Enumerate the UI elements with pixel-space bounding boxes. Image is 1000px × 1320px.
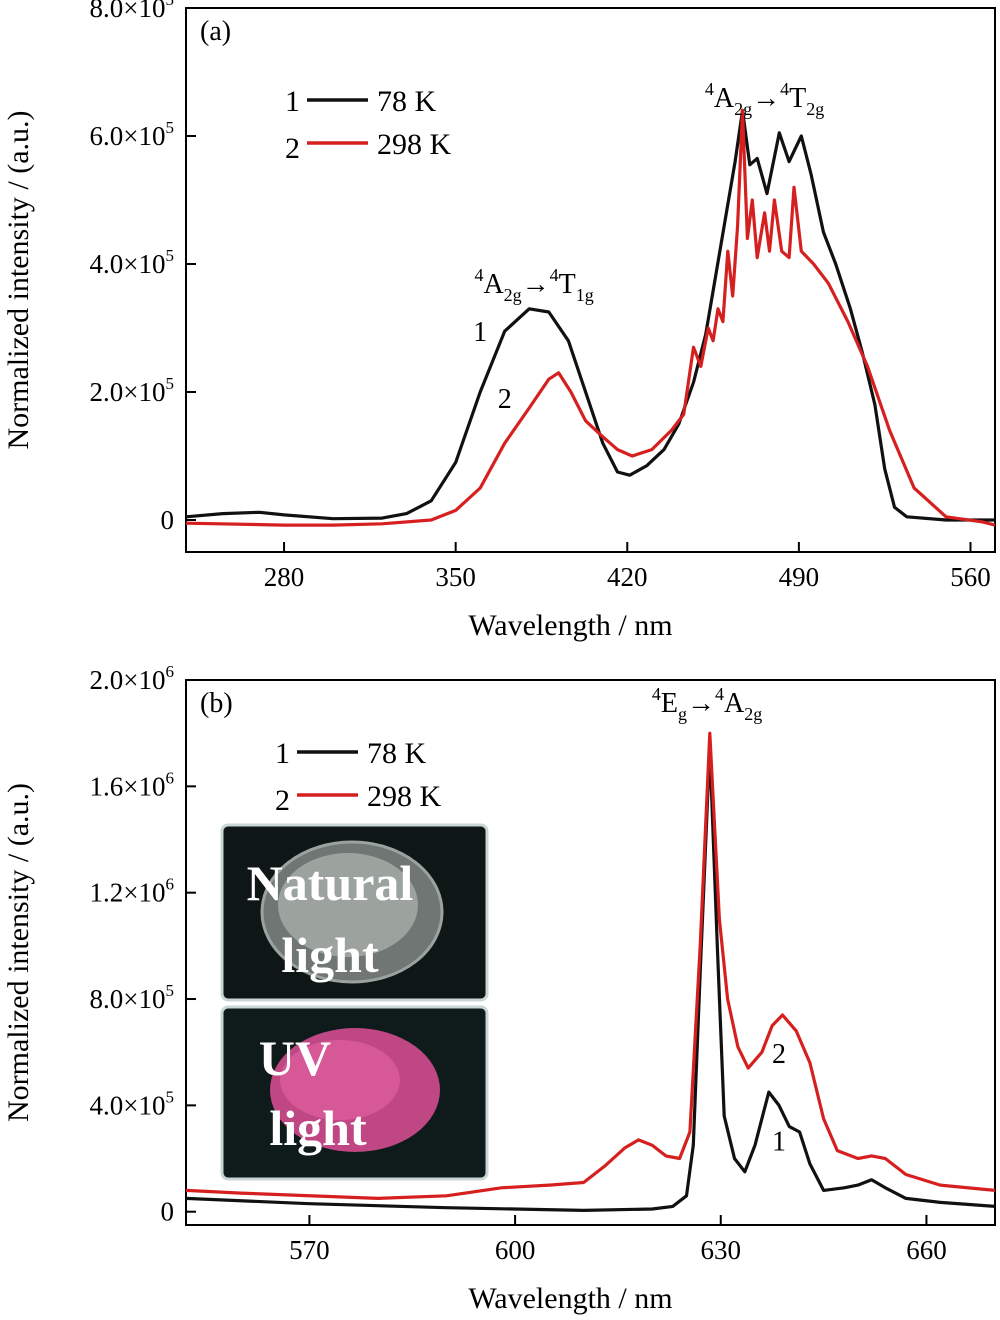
x-tick-label: 570 — [289, 1235, 330, 1265]
legend-number: 1 — [275, 737, 290, 770]
x-tick-label: 350 — [435, 562, 476, 592]
y-tick-label: 0 — [161, 505, 175, 535]
y-tick-label: 6.0×105 — [90, 118, 174, 151]
annotation: 1 — [772, 1127, 786, 1158]
x-axis-label: Wavelength / nm — [468, 609, 672, 642]
panel-b: 570 600 630 660 0 4.0×105 8.0×105 1.2×106 1.6×10… — [2, 662, 996, 1315]
y-tick-label: 1.2×106 — [90, 875, 174, 908]
annotation: 2 — [498, 384, 512, 415]
y-tick-label: 2.0×105 — [90, 374, 174, 407]
y-tick-label: 1.6×106 — [90, 768, 174, 801]
annotation: 4A2g​→4T1g​ — [474, 265, 593, 305]
y-tick-label: 8.0×105 — [90, 0, 174, 23]
plot-frame — [185, 679, 996, 1226]
y-axis-label: Normalized intensity / (a.u.) — [2, 783, 35, 1122]
y-tick-label: 2.0×106 — [90, 662, 174, 695]
legend-label: 78 K — [377, 85, 437, 118]
legend-number: 2 — [285, 132, 300, 165]
uv-label-line2: light — [269, 1100, 367, 1156]
y-tick-label: 4.0×105 — [90, 246, 174, 279]
panel-label: (b) — [200, 688, 233, 719]
legend-label: 78 K — [367, 737, 427, 770]
x-tick-label: 420 — [607, 562, 648, 592]
annotation: 1 — [473, 317, 487, 348]
x-tick-label: 560 — [950, 562, 991, 592]
y-tick-label: 0 — [161, 1197, 175, 1227]
inset-photos: Natural light UV light — [220, 823, 489, 1181]
annotation: 4Eg​→4A2g​ — [652, 684, 762, 724]
x-tick-label: 490 — [779, 562, 820, 592]
legend-label: 298 K — [377, 128, 452, 161]
series-line-1 — [186, 108, 995, 522]
x-axis-label: Wavelength / nm — [468, 1282, 672, 1315]
x-tick-label: 630 — [701, 1235, 742, 1265]
x-tick-label: 600 — [495, 1235, 536, 1265]
x-tick-label: 660 — [906, 1235, 947, 1265]
panel-a: 280 350 420 490 560 0 2.0×105 4.0×105 6.0×105 8.0… — [2, 0, 996, 642]
plot-frame — [185, 7, 996, 553]
annotation: 2 — [772, 1039, 786, 1070]
powder-highlight — [278, 853, 418, 957]
y-tick-label: 4.0×105 — [90, 1087, 174, 1120]
natural-label-line1: Natural — [247, 855, 414, 911]
natural-label-line2: light — [281, 927, 379, 983]
series-line-2 — [186, 108, 995, 527]
legend-label: 298 K — [367, 780, 442, 813]
uv-label-line1: UV — [259, 1030, 331, 1086]
x-tick-label: 280 — [264, 562, 305, 592]
legend-number: 1 — [285, 85, 300, 118]
annotation: 4A2g​→4T2g​ — [705, 79, 824, 119]
series-line-1 — [186, 744, 995, 1212]
series-line-2 — [186, 731, 995, 1200]
y-tick-label: 8.0×105 — [90, 981, 174, 1014]
y-axis-label: Normalized intensity / (a.u.) — [2, 110, 35, 449]
panel-label: (a) — [200, 16, 231, 47]
uv-glow — [280, 1040, 400, 1120]
legend-number: 2 — [275, 784, 290, 817]
